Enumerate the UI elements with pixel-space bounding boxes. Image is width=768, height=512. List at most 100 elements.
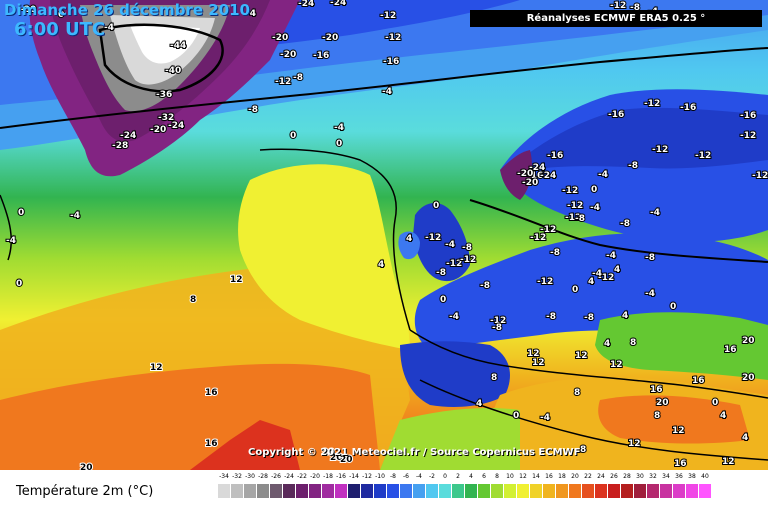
temperature-label: -24: [529, 163, 545, 173]
temperature-label: 20: [656, 398, 669, 408]
legend-swatch: [296, 484, 308, 498]
temperature-label: 0: [336, 139, 342, 149]
isotherm-f: [419, 379, 768, 461]
temperature-label: 8: [654, 411, 660, 421]
legend-swatch: [309, 484, 321, 498]
temperature-label: 8: [190, 295, 196, 305]
legend-tick: 20: [571, 473, 579, 480]
legend-swatch: [699, 484, 711, 498]
temperature-label: 8: [574, 388, 580, 398]
temperature-label: -12: [446, 259, 462, 269]
british-isles: [413, 203, 470, 282]
temperature-label: 4: [622, 311, 628, 321]
temperature-label: 20: [742, 373, 755, 383]
legend-swatch: [322, 484, 334, 498]
temperature-label: 8: [580, 445, 586, 455]
iberia: [400, 341, 510, 407]
legend-swatch: [504, 484, 516, 498]
temperature-label: -4: [540, 413, 550, 423]
temperature-label: -12: [598, 273, 614, 283]
temperature-label: 12: [722, 457, 735, 467]
temperature-label: -20: [517, 169, 533, 179]
temperature-label: -8: [550, 248, 560, 258]
legend-tick: 28: [623, 473, 631, 480]
legend-swatch: [478, 484, 490, 498]
isotherm-e: [409, 329, 768, 399]
temperature-label: -12: [460, 255, 476, 265]
legend-swatch: [231, 484, 243, 498]
legend-swatch: [543, 484, 555, 498]
temperature-label: -8: [575, 214, 585, 224]
temperature-label: -12: [652, 145, 668, 155]
temperature-label: -8: [620, 219, 630, 229]
temperature-label: -16: [740, 111, 756, 121]
legend-tick: 18: [558, 473, 566, 480]
legend-tick: 2: [456, 473, 460, 480]
temperature-labels: -44-40-36-32-28-24-20-24-20-16-20-12-12-…: [5, 0, 768, 470]
temperature-label: -8: [248, 105, 258, 115]
legend-tick: 32: [649, 473, 657, 480]
temperature-label: -12: [425, 233, 441, 243]
temperature-label: -12: [380, 11, 396, 21]
temperature-label: -24: [330, 0, 346, 8]
temperature-label: -16: [608, 110, 624, 120]
temperature-label: 12: [672, 426, 685, 436]
isotherm-d: [98, 23, 224, 93]
legend-swatch: [244, 484, 256, 498]
legend-swatch: [634, 484, 646, 498]
time-title: 6:00 UTC: [14, 19, 106, 40]
temperature-label: 4: [476, 399, 482, 409]
legend-tick: 36: [675, 473, 683, 480]
north-africa: [380, 408, 520, 470]
temperature-label: -12: [567, 201, 583, 211]
legend-tick: -14: [349, 473, 359, 480]
source-label: Réanalyses ECMWF ERA5 0.25 °: [470, 10, 762, 27]
legend-swatch: [270, 484, 282, 498]
temperature-map: -44 -40 -36 -32 -28 -24 -20 -24 -20 -16 -20 -12 -12-…: [0, 0, 768, 470]
legend-swatch: [335, 484, 347, 498]
map-canvas: -44-40-36-32-28-24-20-24-20-16-20-12-12-…: [0, 0, 768, 470]
legend-swatch: [452, 484, 464, 498]
temperature-label: -4: [650, 208, 660, 218]
temperature-label: 20: [340, 455, 353, 465]
scandinavia-cold: [520, 107, 768, 169]
temperature-label: 0: [712, 398, 718, 408]
temperature-label: 4: [588, 277, 594, 287]
temperature-label: -8: [293, 73, 303, 83]
temperature-label: -20: [322, 33, 338, 43]
legend-tick: -20: [310, 473, 320, 480]
legend-swatch: [621, 484, 633, 498]
legend-swatch: [426, 484, 438, 498]
legend-tick: -28: [258, 473, 268, 480]
legend-tick: 26: [610, 473, 618, 480]
legend-swatch: [647, 484, 659, 498]
warm-tongue-red: [190, 420, 300, 470]
legend-swatch: [387, 484, 399, 498]
balkans: [595, 312, 768, 380]
legend-swatch: [530, 484, 542, 498]
legend-swatch: [218, 484, 230, 498]
legend-swatch: [257, 484, 269, 498]
temperature-label: -16: [680, 103, 696, 113]
isotherm-b: [0, 194, 13, 261]
legend-swatch: [660, 484, 672, 498]
legend-tick: 40: [701, 473, 709, 480]
temperature-label: 16: [650, 385, 663, 395]
legend-tick: -16: [336, 473, 346, 480]
temperature-label: 12: [527, 349, 540, 359]
temperature-label: 0: [670, 302, 676, 312]
legend-tick: -22: [297, 473, 307, 480]
greenland-summit-white: [130, 25, 200, 64]
temperature-label: -4: [645, 289, 655, 299]
temperature-label: -12: [740, 131, 756, 141]
legend-tick: 4: [469, 473, 473, 480]
temperature-label: 16: [724, 345, 737, 355]
temperature-label: -4: [334, 123, 344, 133]
temperature-label: -24: [168, 121, 184, 131]
legend-tick: -26: [271, 473, 281, 480]
temperature-label: -4: [606, 251, 616, 261]
temperature-label: 4: [720, 411, 726, 421]
isotherm-c: [469, 199, 768, 263]
color-legend: Température 2m (°C) -34 -32 -30 -28 -26 -24 -2…: [0, 470, 768, 512]
temperature-label: 4: [378, 260, 384, 270]
